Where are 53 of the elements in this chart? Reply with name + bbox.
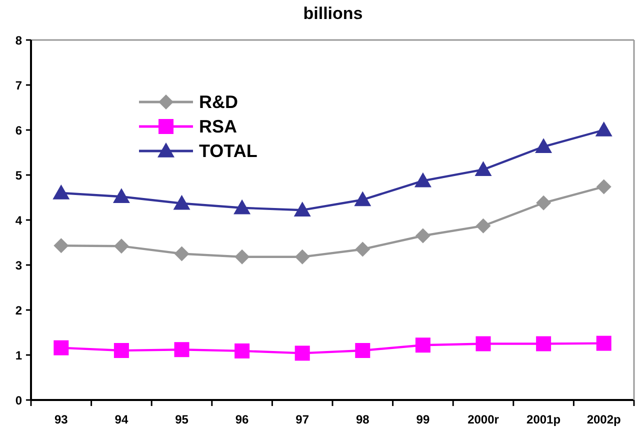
y-tick-label: 5 xyxy=(15,168,22,182)
point xyxy=(355,343,370,358)
point xyxy=(114,238,129,254)
x-tick-label: 2002p xyxy=(586,412,621,427)
point xyxy=(173,194,190,210)
point xyxy=(535,138,552,154)
point xyxy=(596,179,612,194)
x-tick-label: 93 xyxy=(54,412,68,427)
y-tick-label: 6 xyxy=(15,123,22,138)
x-tick-label: 96 xyxy=(235,412,250,427)
x-tick-label: 95 xyxy=(175,412,189,427)
x-tick-label: 94 xyxy=(114,412,128,427)
chart-title: billions xyxy=(302,4,364,24)
point xyxy=(234,199,251,214)
point xyxy=(595,122,612,136)
point xyxy=(294,202,311,216)
y-tick-label: 1 xyxy=(15,348,22,362)
point xyxy=(294,346,310,361)
point xyxy=(476,218,491,234)
point xyxy=(476,336,491,352)
y-tick-label: 4 xyxy=(15,213,22,228)
y-tick-label: 0 xyxy=(15,393,22,408)
point xyxy=(294,249,310,264)
point xyxy=(114,343,129,358)
point xyxy=(234,249,250,264)
point xyxy=(474,161,492,176)
point xyxy=(52,184,70,200)
x-tick-label: 97 xyxy=(296,412,310,427)
point xyxy=(54,238,69,254)
point xyxy=(355,242,370,257)
point xyxy=(536,195,552,210)
point xyxy=(54,340,69,356)
point xyxy=(415,228,430,244)
point xyxy=(414,172,432,188)
legend-label: RSA xyxy=(199,116,238,136)
point xyxy=(354,191,372,206)
legend-label: TOTAL xyxy=(199,141,258,161)
y-tick-label: 2 xyxy=(15,303,22,318)
point xyxy=(112,188,130,203)
x-tick-label: 2000r xyxy=(468,412,500,427)
y-tick-label: 7 xyxy=(15,78,22,92)
point xyxy=(174,342,190,358)
y-tick-label: 8 xyxy=(15,33,22,48)
point xyxy=(174,246,190,262)
y-tick-label: 3 xyxy=(15,258,22,272)
x-tick-label: 98 xyxy=(356,412,370,427)
point xyxy=(234,343,250,358)
x-tick-label: 99 xyxy=(416,412,430,427)
legend-label: R&D xyxy=(199,92,238,112)
point xyxy=(536,336,552,352)
x-tick-label: 2001p xyxy=(526,412,561,427)
point xyxy=(596,336,612,351)
point xyxy=(415,338,430,353)
